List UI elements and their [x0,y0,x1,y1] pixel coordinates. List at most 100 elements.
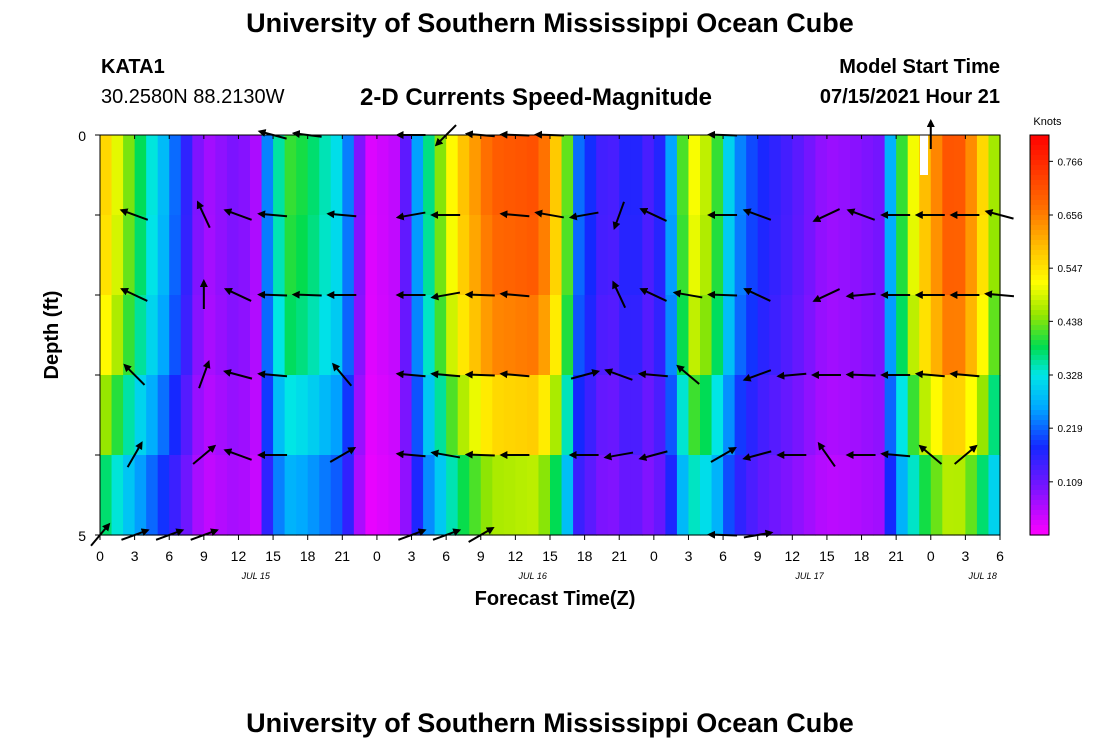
heatmap-cell [503,135,516,216]
heatmap-cell [353,135,366,216]
x-tick-label: 0 [96,548,104,564]
current-arrow [612,201,625,231]
heatmap-cell [665,295,678,376]
colorbar-segment [1030,435,1049,441]
heatmap-cell [457,215,470,296]
heatmap-cell [815,215,828,296]
heatmap-cell [203,215,216,296]
heatmap-cell [896,215,909,296]
heatmap-cell [953,295,966,376]
heatmap-cell [157,135,170,216]
heatmap-cell [250,455,263,536]
heatmap-cell [665,135,678,216]
heatmap-cell [550,295,563,376]
heatmap-cell [746,215,759,296]
heatmap-cell [630,375,643,456]
current-arrow [499,290,530,299]
heatmap-cell [561,215,574,296]
heatmap-cell [261,215,274,296]
colorbar-segment [1030,345,1049,351]
heatmap-cell [480,375,493,456]
heatmap-cell [919,215,932,296]
heatmap-cell [353,295,366,376]
heatmap-cell [573,375,586,456]
colorbar-segment [1030,150,1049,156]
heatmap-cell [711,215,724,296]
heatmap-cell [757,295,770,376]
colorbar-tick-label: 0.766 [1057,157,1082,168]
heatmap-cell [596,455,609,536]
heatmap-cell [111,455,124,536]
x-tick-label: 6 [165,548,173,564]
heatmap-cell [584,375,597,456]
heatmap-cell [157,455,170,536]
current-arrow [707,130,738,139]
colorbar-segment [1030,245,1049,251]
colorbar-segment [1030,410,1049,416]
footer-title: University of Southern Mississippi Ocean… [246,708,854,738]
heatmap-cell [757,135,770,216]
heatmap-cell [619,215,632,296]
heatmap-cell [711,295,724,376]
heatmap-cell [803,455,816,536]
heatmap-cell [700,455,713,536]
current-arrow [846,208,876,221]
heatmap-cell [111,215,124,296]
heatmap-cell [769,375,782,456]
heatmap-cell [250,135,263,216]
x-axis-title: Forecast Time(Z) [475,588,636,610]
heatmap-cell [469,375,482,456]
date-label: JUL 16 [518,571,547,581]
heatmap-cell [976,135,990,216]
colorbar-segment [1030,250,1049,256]
heatmap-cell [123,295,136,376]
colorbar-segment [1030,295,1049,301]
colorbar-segment [1030,290,1049,296]
current-arrow [570,369,601,380]
heatmap-cell [746,455,759,536]
heatmap-cell [296,375,309,456]
heatmap-cell [550,455,563,536]
heatmap-cell [700,135,713,216]
heatmap-cell [250,215,263,296]
heatmap-cell [734,375,747,456]
heatmap-cell [480,455,493,536]
heatmap-cell [226,455,240,536]
heatmap-cell [884,135,897,216]
heatmap-cell [100,375,113,456]
heatmap-cell [930,375,943,456]
x-tick-label: 18 [300,548,316,564]
heatmap-cell [446,215,459,296]
heatmap-cell [896,135,909,216]
heatmap-cell [676,455,690,536]
colorbar-border [1029,134,1050,536]
current-arrow [954,444,978,465]
current-arrow [914,370,945,379]
heatmap-cell [538,135,551,216]
heatmap-cell [526,455,540,536]
heatmap-cell [896,295,909,376]
heatmap-cell [492,375,505,456]
heatmap-cell [850,135,863,216]
heatmap-cell [769,295,782,376]
heatmap-cell [584,135,597,216]
current-arrow [707,530,738,539]
heatmap-cell [688,375,701,456]
heatmap-cell [930,215,943,296]
heatmap-cell [503,375,516,456]
current-arrow [395,211,426,221]
heatmap-cell [273,215,286,296]
heatmap-cell [619,375,632,456]
heatmap-cell [146,295,159,376]
heatmap-cell [284,295,297,376]
heatmap-cell [203,295,216,376]
chart-title: University of Southern Mississippi Ocean… [246,8,854,38]
heatmap-cell [434,375,447,456]
heatmap-cell [826,135,840,216]
heatmap-cell [838,375,851,456]
heatmap-cell [538,215,551,296]
heatmap-cell [215,295,228,376]
colorbar-segment [1030,180,1049,186]
heatmap-cell [965,295,978,376]
heatmap-cell [365,295,378,376]
